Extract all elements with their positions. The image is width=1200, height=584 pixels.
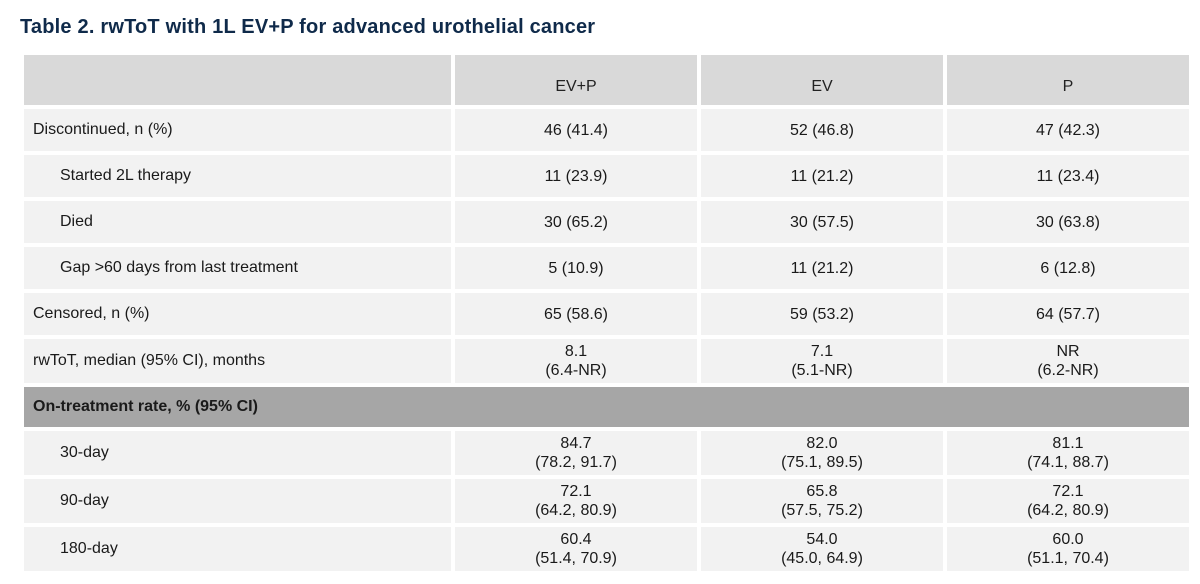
row-label: Censored, n (%): [24, 293, 451, 335]
table-row: Started 2L therapy 11 (23.9) 11 (21.2) 11 (…: [24, 155, 1189, 197]
header-cell-p: P: [947, 55, 1189, 105]
value-ci: (75.1, 89.5): [781, 454, 863, 471]
value-cell: 6 (12.8): [947, 247, 1189, 289]
value-cell: 8.1 (6.4-NR): [455, 339, 697, 383]
value-ci: (64.2, 80.9): [535, 502, 617, 519]
row-label: Gap >60 days from last treatment: [24, 247, 451, 289]
value-cell: 11 (21.2): [701, 155, 943, 197]
value-main: 30 (65.2): [543, 213, 609, 231]
value-cell: 81.1 (74.1, 88.7): [947, 431, 1189, 475]
value-cell: 30 (57.5): [701, 201, 943, 243]
value-ci: (6.2-NR): [1037, 362, 1099, 379]
value-main: 60.0: [1052, 531, 1084, 548]
value-cell: 5 (10.9): [455, 247, 697, 289]
table-row: rwToT, median (95% CI), months 8.1 (6.4-NR…: [24, 339, 1189, 383]
value-cell: 30 (65.2): [455, 201, 697, 243]
table-title: Table 2. rwToT with 1L EV+P for advanced…: [20, 16, 596, 38]
value-main: 59 (53.2): [789, 305, 855, 323]
results-table: EV+P EV P Discontinued, n (%) 46 (41.4) 52…: [20, 51, 1193, 575]
value-cell: 82.0 (75.1, 89.5): [701, 431, 943, 475]
table-row: Died 30 (65.2) 30 (57.5) 30 (63.8): [24, 201, 1189, 243]
value-main: 7.1: [810, 343, 834, 360]
value-main: 65 (58.6): [543, 305, 609, 323]
value-cell: 54.0 (45.0, 64.9): [701, 527, 943, 571]
value-main: 11 (23.9): [544, 167, 608, 185]
value-main: 64 (57.7): [1035, 305, 1101, 323]
section-header: On-treatment rate, % (95% CI): [24, 387, 1189, 427]
value-main: 52 (46.8): [789, 121, 855, 139]
value-ci: (51.1, 70.4): [1027, 550, 1109, 567]
value-ci: (45.0, 64.9): [781, 550, 863, 567]
row-label: Started 2L therapy: [24, 155, 451, 197]
header-row: EV+P EV P: [24, 55, 1189, 105]
row-label: rwToT, median (95% CI), months: [24, 339, 451, 383]
value-main: 60.4: [560, 531, 592, 548]
row-label: 30-day: [24, 431, 451, 475]
value-cell: 46 (41.4): [455, 109, 697, 151]
value-cell: 65.8 (57.5, 75.2): [701, 479, 943, 523]
value-cell: 59 (53.2): [701, 293, 943, 335]
value-main: 46 (41.4): [543, 121, 609, 139]
value-main: 11 (23.4): [1036, 167, 1100, 185]
row-label: Discontinued, n (%): [24, 109, 451, 151]
value-cell: 11 (23.4): [947, 155, 1189, 197]
table-row: Censored, n (%) 65 (58.6) 59 (53.2) 64 (57.…: [24, 293, 1189, 335]
value-main: 8.1: [564, 343, 588, 360]
row-label: 180-day: [24, 527, 451, 571]
value-main: 82.0: [806, 435, 838, 452]
value-main: 47 (42.3): [1035, 121, 1101, 139]
value-ci: (78.2, 91.7): [535, 454, 617, 471]
value-main: 30 (57.5): [789, 213, 855, 231]
value-ci: (5.1-NR): [791, 362, 853, 379]
value-cell: 11 (23.9): [455, 155, 697, 197]
value-cell: 11 (21.2): [701, 247, 943, 289]
table-row: Discontinued, n (%) 46 (41.4) 52 (46.8) 47 …: [24, 109, 1189, 151]
header-cell-ev-p: EV+P: [455, 55, 697, 105]
table-row: 30-day 84.7 (78.2, 91.7) 82.0 (75.1, 89.5) 81…: [24, 431, 1189, 475]
value-cell: 7.1 (5.1-NR): [701, 339, 943, 383]
value-cell: 64 (57.7): [947, 293, 1189, 335]
table-row: 180-day 60.4 (51.4, 70.9) 54.0 (45.0, 64.9) 6…: [24, 527, 1189, 571]
value-ci: (74.1, 88.7): [1027, 454, 1109, 471]
value-main: 30 (63.8): [1035, 213, 1101, 231]
value-cell: 84.7 (78.2, 91.7): [455, 431, 697, 475]
value-main: 72.1: [1052, 483, 1084, 500]
row-label: 90-day: [24, 479, 451, 523]
value-cell: 60.0 (51.1, 70.4): [947, 527, 1189, 571]
value-cell: 52 (46.8): [701, 109, 943, 151]
section-header-row: On-treatment rate, % (95% CI): [24, 387, 1189, 427]
value-cell: 47 (42.3): [947, 109, 1189, 151]
value-main: 84.7: [560, 435, 592, 452]
value-cell: 30 (63.8): [947, 201, 1189, 243]
header-cell-ev: EV: [701, 55, 943, 105]
header-cell-empty: [24, 55, 451, 105]
value-ci: (6.4-NR): [545, 362, 607, 379]
value-ci: (51.4, 70.9): [535, 550, 617, 567]
value-main: 65.8: [806, 483, 838, 500]
value-cell: NR (6.2-NR): [947, 339, 1189, 383]
value-main: NR: [1056, 343, 1080, 360]
value-main: 6 (12.8): [1040, 259, 1096, 277]
table-row: Gap >60 days from last treatment 5 (10.9)…: [24, 247, 1189, 289]
value-cell: 72.1 (64.2, 80.9): [947, 479, 1189, 523]
table-row: 90-day 72.1 (64.2, 80.9) 65.8 (57.5, 75.2) 72…: [24, 479, 1189, 523]
value-main: 72.1: [560, 483, 592, 500]
value-main: 54.0: [806, 531, 838, 548]
value-cell: 65 (58.6): [455, 293, 697, 335]
value-main: 81.1: [1052, 435, 1084, 452]
value-ci: (57.5, 75.2): [781, 502, 863, 519]
value-cell: 72.1 (64.2, 80.9): [455, 479, 697, 523]
value-ci: (64.2, 80.9): [1027, 502, 1109, 519]
value-main: 11 (21.2): [790, 259, 854, 277]
value-main: 5 (10.9): [548, 259, 604, 277]
value-cell: 60.4 (51.4, 70.9): [455, 527, 697, 571]
value-main: 11 (21.2): [790, 167, 854, 185]
row-label: Died: [24, 201, 451, 243]
